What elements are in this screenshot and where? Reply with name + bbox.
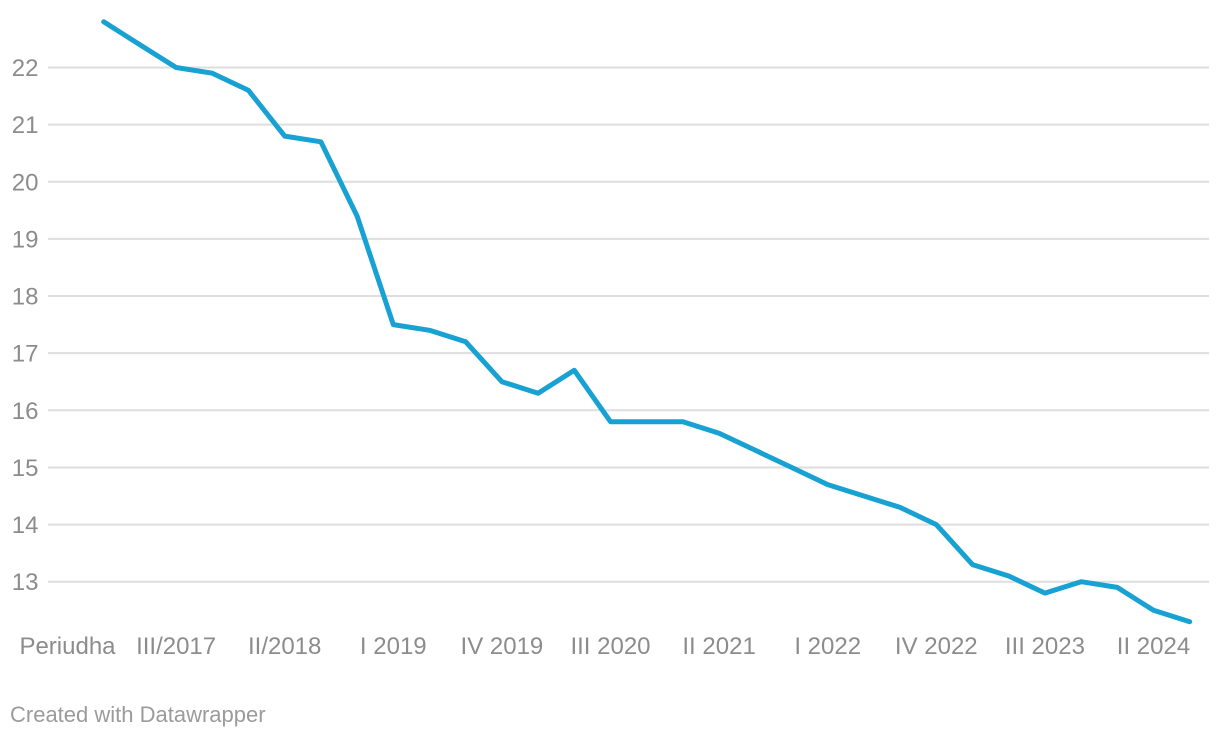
y-tick-label: 17 [12, 341, 39, 368]
x-tick-label: IV 2019 [461, 633, 544, 660]
line-chart-svg: 13 14 15 16 17 18 19 20 21 22 Periudha III/2017 II/2… [12, 19, 1209, 660]
x-tick-label: IV 2022 [895, 633, 978, 660]
x-tick-label: I 2022 [794, 633, 861, 660]
y-tick-label: 21 [12, 112, 39, 139]
datawrapper-credit: Created with Datawrapper [10, 702, 266, 727]
y-tick-label: 20 [12, 169, 39, 196]
y-tick-label: 18 [12, 284, 39, 311]
y-tick-label: 14 [12, 512, 39, 539]
x-tick-label: II 2021 [682, 633, 755, 660]
y-tick-label: 15 [12, 455, 39, 482]
x-tick-label: II/2018 [248, 633, 321, 660]
y-tick-label: 22 [12, 55, 39, 82]
x-tick-label: Periudha [19, 633, 116, 660]
x-tick-label: II 2024 [1117, 633, 1190, 660]
x-tick-label: III/2017 [136, 633, 216, 660]
y-tick-label: 19 [12, 226, 39, 253]
x-tick-label: I 2019 [360, 633, 427, 660]
y-tick-label: 16 [12, 398, 39, 425]
x-tick-label: III 2023 [1005, 633, 1085, 660]
series-line [101, 19, 1193, 625]
x-tick-label: III 2020 [570, 633, 650, 660]
y-tick-label: 13 [12, 569, 39, 596]
